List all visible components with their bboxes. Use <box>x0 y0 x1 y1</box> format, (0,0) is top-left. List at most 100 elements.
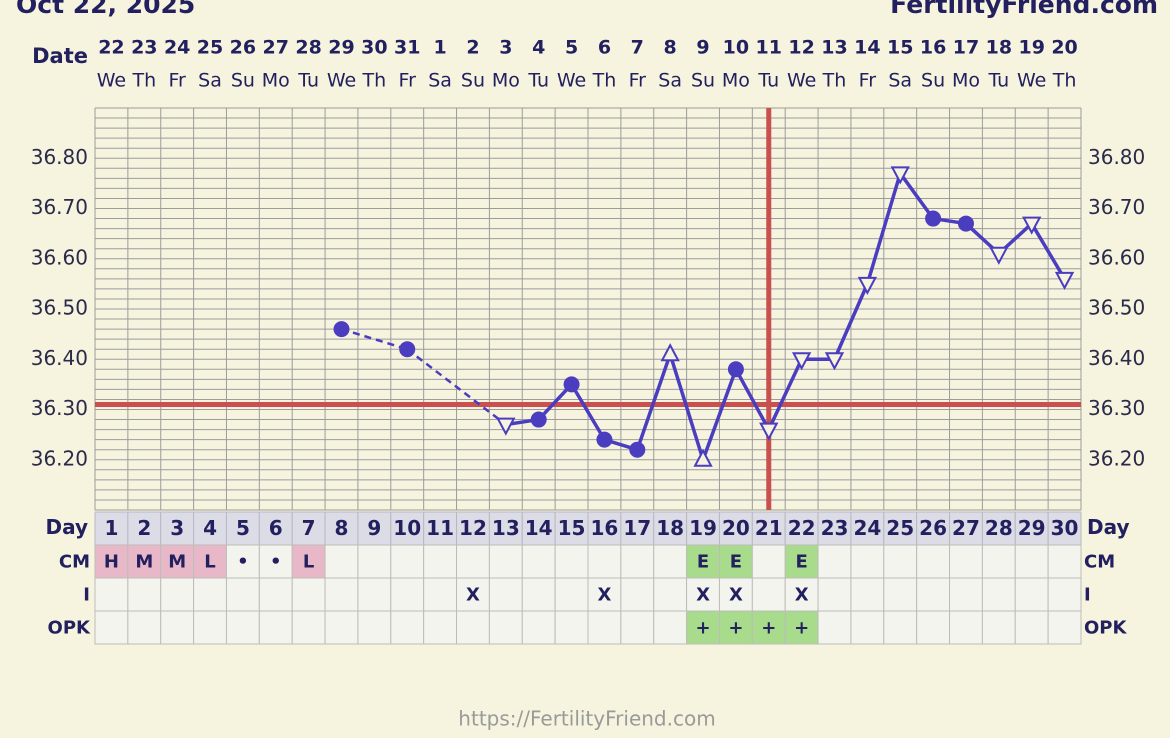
row-cell <box>1047 544 1082 579</box>
row-cell <box>981 577 1016 612</box>
y-tick-label: 36.50 <box>31 296 88 320</box>
weekday-label: Su <box>921 70 945 92</box>
row-cell <box>883 577 918 612</box>
row-cell <box>784 610 819 645</box>
row-cell <box>620 544 655 579</box>
row-cell <box>390 577 425 612</box>
weekday-label: Su <box>461 70 485 92</box>
row-cell <box>456 610 490 645</box>
date-label: 23 <box>131 37 157 59</box>
day-row-label: Day <box>45 515 88 539</box>
weekday-label: Su <box>691 70 715 92</box>
row-cell <box>521 544 556 579</box>
row-cell <box>291 610 326 645</box>
day-number: 2 <box>137 516 151 540</box>
weekday-label: Tu <box>757 70 779 92</box>
day-cell <box>554 511 589 546</box>
row-cell <box>653 544 688 579</box>
day-number: 28 <box>985 516 1013 540</box>
date-label: 13 <box>821 37 847 59</box>
day-number: 6 <box>269 516 283 540</box>
weekday-label: Th <box>822 70 847 92</box>
row-cell <box>554 577 589 612</box>
row-cell <box>390 610 425 645</box>
y-tick-label: 36.60 <box>1088 245 1145 269</box>
date-label: 19 <box>1018 37 1044 59</box>
row-cell <box>587 610 622 645</box>
row-entry: L <box>303 552 314 573</box>
row-cell <box>324 544 359 579</box>
row-cell <box>981 544 1016 579</box>
day-number: 14 <box>525 516 553 540</box>
date-label: 9 <box>696 37 709 59</box>
row-cell <box>390 544 425 579</box>
temp-point <box>660 343 680 362</box>
weekday-label: Fr <box>168 70 186 92</box>
y-tick-label: 36.30 <box>1088 396 1145 420</box>
weekday-label: Sa <box>198 70 222 92</box>
weekday-label: Fr <box>399 70 417 92</box>
weekday-label: Mo <box>262 70 290 92</box>
date-label: 10 <box>723 37 749 59</box>
row-cell <box>324 610 359 645</box>
weekday-label: Th <box>592 70 617 92</box>
row-cell <box>850 577 885 612</box>
weekday-label: Fr <box>859 70 877 92</box>
row-entry: H <box>104 552 119 573</box>
row-cell <box>916 544 951 579</box>
row-cell <box>784 577 819 612</box>
row-cell <box>423 610 458 645</box>
row-label: CM <box>59 552 90 573</box>
row-entry: X <box>696 585 710 606</box>
weekday-label: Mo <box>952 70 980 92</box>
row-cell <box>521 610 556 645</box>
row-label: OPK <box>48 618 91 639</box>
temp-point <box>957 215 974 232</box>
date-label: 31 <box>394 37 420 59</box>
date-label: 28 <box>295 37 321 59</box>
row-entry: + <box>794 618 809 639</box>
day-number: 1 <box>104 516 118 540</box>
day-cell <box>423 511 458 546</box>
y-tick-label: 36.40 <box>31 346 88 370</box>
row-cell <box>1014 577 1049 612</box>
day-cell <box>390 511 425 546</box>
temp-point <box>824 352 845 371</box>
date-label: 26 <box>230 37 256 59</box>
row-cell <box>751 544 786 579</box>
row-cell <box>291 577 326 612</box>
weekday-label: We <box>1017 70 1046 92</box>
temp-point <box>693 448 713 467</box>
day-cell <box>127 511 162 546</box>
temp-point <box>1054 271 1075 290</box>
day-number: 13 <box>492 516 520 540</box>
row-cell <box>587 544 622 579</box>
weekday-label: Fr <box>629 70 647 92</box>
row-cell <box>127 577 162 612</box>
day-number: 26 <box>919 516 947 540</box>
row-label: OPK <box>1084 618 1127 639</box>
temp-point <box>563 376 580 393</box>
row-cell <box>817 544 852 579</box>
gap-connector <box>406 348 507 426</box>
row-cell <box>357 577 392 612</box>
weekday-label: Tu <box>297 70 319 92</box>
row-cell <box>258 610 293 645</box>
row-cell <box>949 577 983 612</box>
temp-point <box>989 246 1009 265</box>
row-cell <box>127 544 162 579</box>
weekday-label: Sa <box>428 70 452 92</box>
weekday-label: Tu <box>527 70 549 92</box>
day-cell <box>94 511 129 546</box>
row-cell <box>620 577 655 612</box>
row-cell <box>949 544 983 579</box>
temp-point <box>399 341 416 358</box>
row-cell <box>258 544 293 579</box>
row-cell <box>1014 544 1049 579</box>
site-name: FertilityFriend.com <box>890 0 1158 19</box>
date-label: 18 <box>986 37 1012 59</box>
row-cell <box>357 544 392 579</box>
row-entry: • <box>237 552 249 573</box>
row-cell <box>981 610 1016 645</box>
row-cell <box>949 610 983 645</box>
